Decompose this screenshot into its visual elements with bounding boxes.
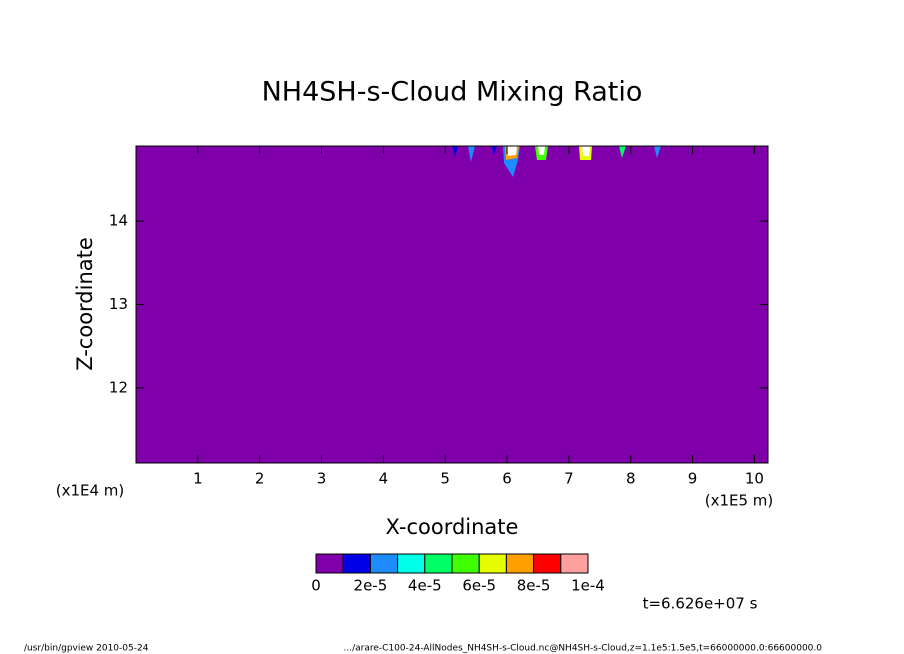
x-tick-label: 1 [193,470,203,488]
y-axis-label: Z-coordinate [73,237,97,371]
x-unit: (x1E5 m) [705,492,774,510]
colorbar-tick-label: 4e-5 [408,577,442,595]
colorbar-tick-label: 8e-5 [517,577,551,595]
cloud-features [452,146,661,177]
colorbar-tick-label: 1e-4 [571,577,605,595]
x-tick-label: 8 [626,470,636,488]
x-tick-label: 2 [255,470,265,488]
x-axis-label: X-coordinate [386,515,519,539]
colorbar-box [424,553,453,574]
footer-right: .../arare-C100-24-AllNodes_NH4SH-s-Cloud… [344,644,823,654]
y-tick-label: 12 [109,378,128,396]
colorbar-box [315,553,344,574]
colorbar-box [505,553,535,574]
colorbar-box [369,553,399,574]
x-tick-label: 6 [502,470,512,488]
y-tick-label: 13 [109,295,128,313]
footer-left: /usr/bin/gpview 2010-05-24 [24,644,149,654]
y-tick-label: 14 [109,212,128,230]
x-tick-label: 10 [745,470,764,488]
x-tick-label: 7 [564,470,574,488]
annotation: t=6.626e+07 s [643,595,758,613]
x-tick-label: 4 [379,470,389,488]
colorbar-box [560,553,589,574]
colorbar-tick-label: 6e-5 [462,577,496,595]
colorbar-tick-label: 2e-5 [354,577,388,595]
y-unit: (x1E4 m) [56,482,125,500]
x-tick-label: 9 [688,470,698,488]
colorbar-box [397,553,426,574]
colorbar-tick-label: 0 [311,577,321,595]
x-tick-label: 3 [317,470,327,488]
colorbar-box [451,553,480,574]
colorbar-box [342,553,371,574]
colorbar-box [478,553,507,574]
x-tick-label: 5 [440,470,450,488]
chart-title: NH4SH-s-Cloud Mixing Ratio [262,77,643,108]
contour-fill [136,146,768,463]
colorbar-box [533,553,562,574]
